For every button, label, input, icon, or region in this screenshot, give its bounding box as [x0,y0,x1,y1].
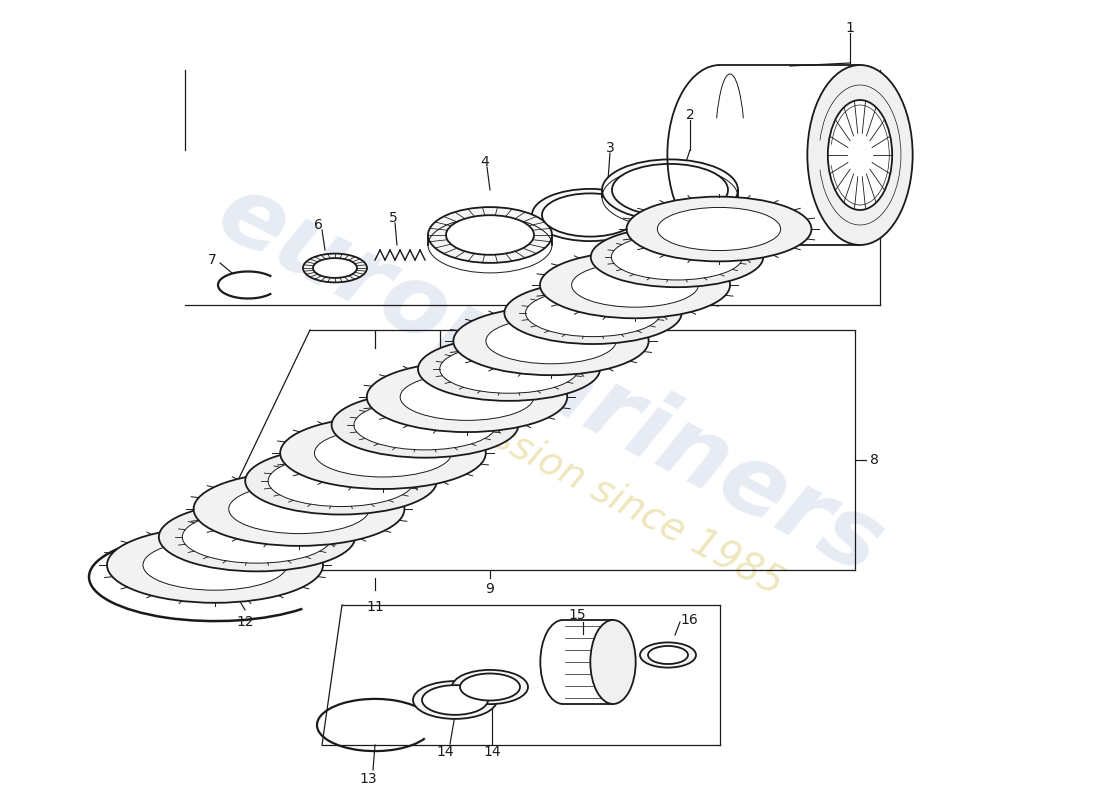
Ellipse shape [526,290,660,337]
Ellipse shape [418,337,600,401]
Ellipse shape [828,100,892,210]
Ellipse shape [542,194,638,237]
Ellipse shape [591,227,763,287]
Ellipse shape [331,392,518,458]
Ellipse shape [194,472,405,546]
Ellipse shape [807,65,913,245]
Text: 1: 1 [846,21,855,35]
Text: euromariners: euromariners [201,166,899,594]
Text: 12: 12 [236,615,254,629]
Text: 14: 14 [437,745,454,759]
Text: 11: 11 [366,600,384,614]
Ellipse shape [540,252,730,318]
Ellipse shape [446,215,534,254]
Ellipse shape [658,207,781,250]
Ellipse shape [627,197,812,262]
Ellipse shape [452,670,528,704]
Ellipse shape [412,681,497,719]
Ellipse shape [268,455,414,506]
Text: 13: 13 [360,772,377,786]
Ellipse shape [314,258,358,278]
Text: 5: 5 [388,211,397,225]
Ellipse shape [440,345,579,394]
Ellipse shape [315,429,451,477]
Text: 4: 4 [481,155,490,169]
Text: 16: 16 [680,613,697,627]
Ellipse shape [612,164,728,216]
Text: 7: 7 [208,253,217,267]
Ellipse shape [453,307,649,375]
Ellipse shape [648,646,688,664]
Ellipse shape [183,511,332,563]
Text: 2: 2 [685,108,694,122]
Ellipse shape [354,400,496,450]
Ellipse shape [280,417,486,489]
Ellipse shape [107,527,323,603]
Text: 15: 15 [569,608,586,622]
Text: 6: 6 [314,218,322,232]
Text: 14: 14 [483,745,500,759]
Text: 8: 8 [870,453,879,467]
Text: a passion since 1985: a passion since 1985 [410,378,790,602]
Ellipse shape [591,620,636,704]
Ellipse shape [143,540,287,590]
Ellipse shape [572,263,698,307]
Ellipse shape [612,234,742,280]
Ellipse shape [640,642,696,667]
Text: 3: 3 [606,141,615,155]
Ellipse shape [532,189,648,241]
Text: 9: 9 [485,582,494,596]
Ellipse shape [428,207,552,263]
Ellipse shape [229,485,370,534]
Ellipse shape [366,362,568,432]
Ellipse shape [602,159,738,221]
Text: 10: 10 [503,304,520,318]
Ellipse shape [158,502,355,571]
Ellipse shape [460,674,520,701]
Ellipse shape [245,447,437,514]
Ellipse shape [505,282,682,344]
Ellipse shape [422,685,488,715]
Ellipse shape [486,318,616,364]
Ellipse shape [302,254,367,282]
Ellipse shape [400,374,534,420]
